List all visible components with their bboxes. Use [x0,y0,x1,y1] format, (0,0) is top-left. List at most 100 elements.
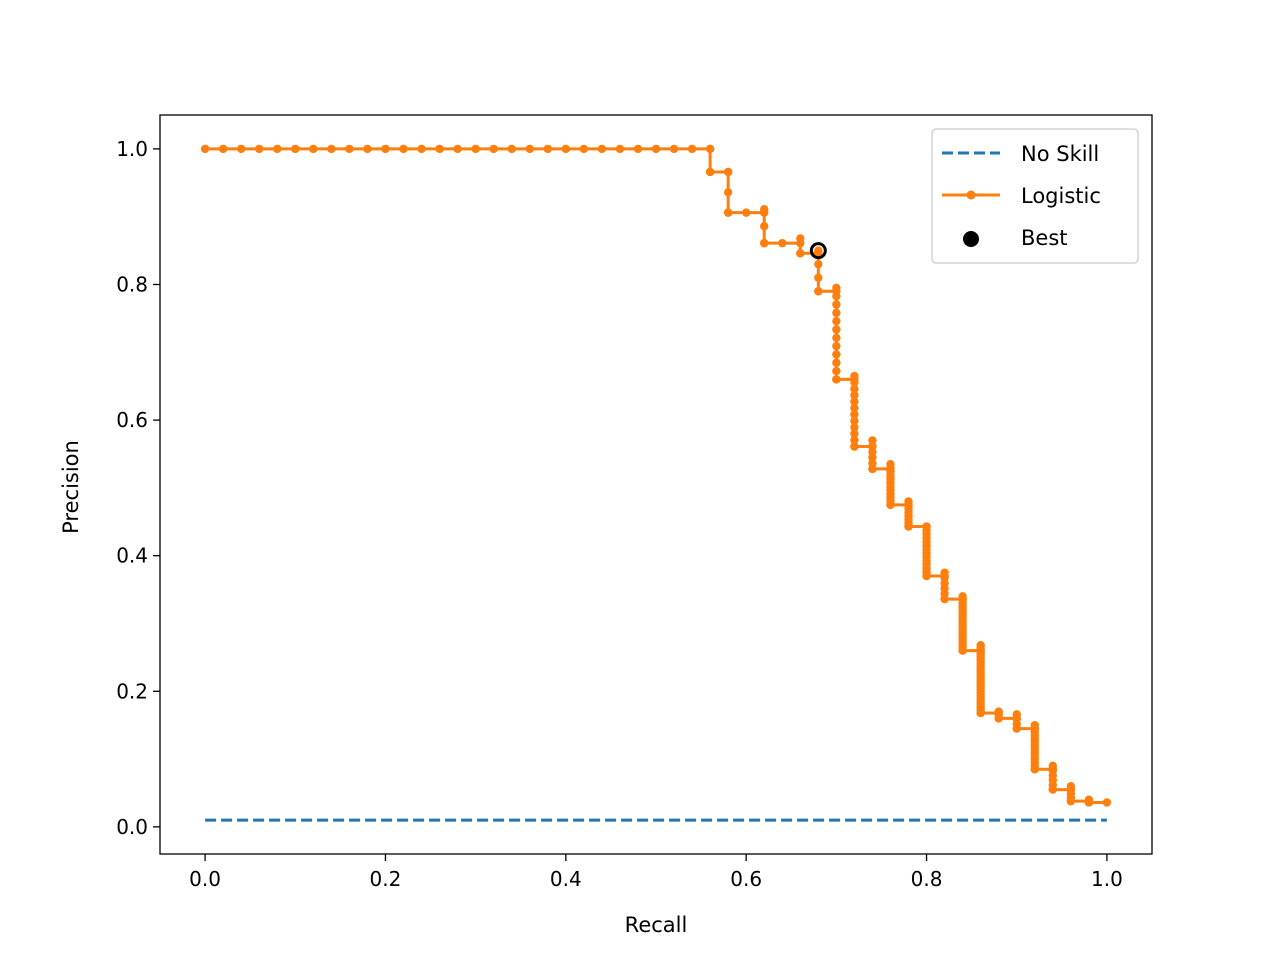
logistic-marker [705,167,715,177]
logistic-marker [850,435,859,445]
logistic-marker [850,423,859,432]
logistic-marker [543,144,552,154]
logistic-marker [796,234,805,243]
logistic-marker [615,144,625,154]
x-tick-label: 0.4 [550,867,582,891]
logistic-marker [399,144,408,154]
y-tick-label: 1.0 [116,137,148,161]
x-axis-label: Recall [625,913,688,937]
x-tick-label: 0.6 [730,867,762,891]
y-tick-label: 0.4 [116,544,148,568]
logistic-marker [723,208,733,217]
logistic-marker [850,378,859,387]
logistic-marker [760,238,769,248]
logistic-marker [850,410,859,419]
logistic-marker [363,144,372,154]
logistic-marker [922,571,931,581]
logistic-marker [832,308,841,318]
logistic-marker [435,144,444,154]
logistic-marker [723,188,733,197]
logistic-marker [814,259,823,269]
logistic-marker [814,273,823,282]
logistic-marker [832,333,841,343]
logistic-marker [976,708,985,718]
logistic-marker [345,144,354,154]
logistic-marker [778,238,787,248]
logistic-marker [255,144,264,154]
logistic-marker [886,500,895,510]
logistic-marker [417,144,426,154]
logistic-marker [832,300,841,309]
legend-logistic-label: Logistic [1021,184,1101,208]
logistic-marker [958,646,967,655]
logistic-marker [273,144,282,154]
logistic-marker [1048,785,1058,794]
logistic-marker [236,144,246,154]
legend-best-label: Best [1021,226,1068,250]
logistic-marker [1102,798,1112,807]
logistic-marker [453,144,462,154]
logistic-marker [723,167,733,177]
y-tick-label: 0.6 [116,408,148,432]
logistic-marker [525,144,534,154]
logistic-marker [814,287,823,296]
logistic-marker [705,144,715,154]
y-tick-label: 0.2 [116,679,148,703]
axes-frame [159,114,1153,855]
logistic-marker [633,144,643,154]
logistic-marker [597,144,607,154]
logistic-marker [850,391,859,400]
logistic-marker [760,221,769,231]
x-tick-label: 0.0 [189,867,221,891]
y-tick-label: 0.0 [116,815,148,839]
logistic-marker [507,144,516,154]
logistic-marker [832,366,841,376]
logistic-marker [832,316,841,326]
logistic-marker [687,144,697,154]
logistic-marker [832,283,841,293]
legend-no-skill-label: No Skill [1021,142,1099,166]
logistic-marker [940,594,949,604]
logistic-marker [832,325,841,334]
logistic-marker [832,375,841,384]
legend-logistic-marker [966,190,976,200]
logistic-marker [868,464,877,474]
logistic-marker [381,144,390,154]
logistic-marker [218,144,228,154]
logistic-marker [832,350,841,359]
logistic-marker [850,371,859,381]
x-tick-label: 1.0 [1091,867,1123,891]
logistic-marker [327,144,336,154]
logistic-marker [832,358,841,367]
logistic-marker [796,249,805,258]
x-tick-label: 0.2 [370,867,402,891]
logistic-marker [904,522,913,531]
legend-best-marker [963,231,979,247]
logistic-marker [579,144,589,154]
logistic-marker [489,144,498,154]
logistic-marker [850,416,859,426]
logistic-marker [994,714,1003,723]
logistic-marker [850,429,859,438]
logistic-marker [561,144,571,154]
legend: No Skill Logistic Best [931,128,1139,264]
logistic-marker [651,144,661,154]
legend-box [931,128,1139,264]
logistic-marker [471,144,480,154]
logistic-marker [850,384,859,394]
y-tick-label: 0.8 [116,272,148,296]
logistic-marker [669,144,679,154]
logistic-marker [741,208,751,217]
logistic-marker [850,442,859,451]
logistic-marker [760,205,769,214]
logistic-marker [1066,796,1076,806]
best-point [809,242,827,260]
logistic-marker [1030,765,1039,774]
logistic-marker [200,144,210,154]
logistic-marker [814,246,823,255]
logistic-marker [309,144,318,154]
logistic-marker [291,144,300,154]
x-tick-label: 0.8 [911,867,943,891]
y-axis-label: Precision [59,440,83,534]
